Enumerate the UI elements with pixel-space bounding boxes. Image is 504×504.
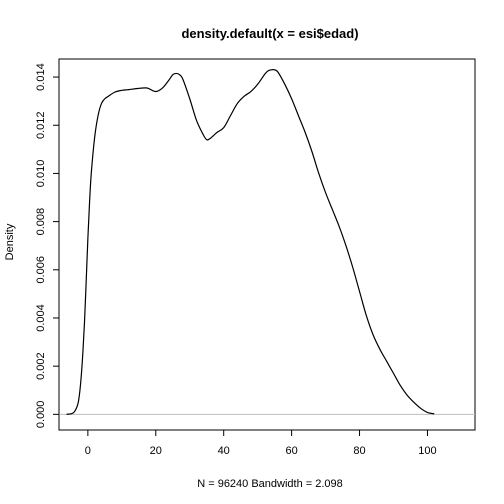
y-tick-label: 0.012	[35, 111, 47, 139]
x-tick-label: 20	[150, 445, 162, 457]
x-tick-label: 60	[285, 445, 297, 457]
x-axis: 0 20 40 60 80 100	[85, 429, 437, 457]
y-tick-label: 0.014	[35, 63, 47, 91]
y-tick-label: 0.006	[35, 256, 47, 284]
x-axis-label: N = 96240 Bandwidth = 2.098	[197, 478, 343, 490]
density-line	[66, 69, 435, 415]
y-axis: 0.000 0.002 0.004 0.006 0.008 0.010 0.012 0.014	[35, 63, 60, 429]
y-tick-label: 0.004	[35, 304, 47, 332]
x-tick-label: 100	[418, 445, 436, 457]
y-tick-label: 0.010	[35, 160, 47, 188]
y-axis-label: Density	[4, 223, 16, 260]
y-tick-label: 0.000	[35, 401, 47, 429]
x-tick-label: 80	[353, 445, 365, 457]
x-tick-label: 40	[218, 445, 230, 457]
x-tick-label: 0	[85, 445, 91, 457]
plot-box	[58, 58, 476, 431]
chart-title: density.default(x = esi$edad)	[181, 26, 358, 41]
y-tick-label: 0.008	[35, 208, 47, 236]
y-tick-label: 0.002	[35, 352, 47, 380]
